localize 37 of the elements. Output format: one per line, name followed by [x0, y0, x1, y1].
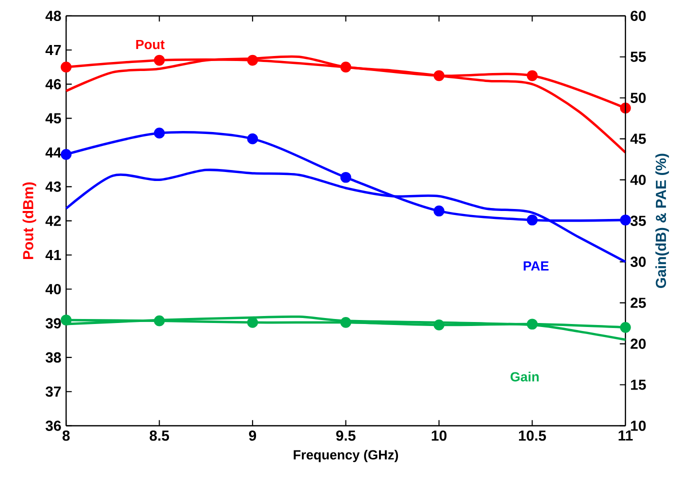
y-tick-label: 42 — [46, 216, 61, 226]
y-tick-label: 40 — [46, 284, 61, 294]
y2-tick-label: 60 — [630, 10, 646, 22]
y-tick-label: 38 — [46, 352, 61, 363]
y-tick-label: 39 — [46, 318, 61, 328]
y2-tick-label: 55 — [630, 52, 646, 62]
x-tick-label: 11 — [618, 430, 633, 440]
annotation: Gain — [510, 372, 539, 382]
y2-tick-label: 45 — [630, 134, 646, 144]
y2-tick-label: 50 — [630, 92, 646, 104]
x-tick-label: 8 — [62, 430, 70, 441]
x-axis-title: Frequency (GHz) — [294, 450, 398, 462]
annotation: PAE — [524, 261, 549, 270]
y-tick-label: 37 — [46, 386, 61, 397]
y-tick-label: 36 — [46, 420, 61, 431]
y2-tick-label: 30 — [630, 256, 646, 268]
y2-tick-label: 25 — [630, 298, 646, 308]
y2-tick-label: 15 — [631, 380, 646, 390]
annotation: Pout — [136, 40, 165, 50]
y-tick-label: 45 — [46, 113, 62, 124]
y2-tick-label: 35 — [630, 216, 646, 226]
y-tick-label: 44 — [46, 148, 62, 158]
y2-tick-label: 40 — [630, 174, 646, 186]
y-tick-label: 47 — [46, 45, 61, 56]
x-tick-label: 9 — [249, 430, 256, 441]
y-tick-label: 43 — [46, 182, 61, 192]
y-tick-label: 46 — [46, 79, 61, 90]
y2-tick-label: 20 — [630, 338, 646, 349]
y-tick-label: 48 — [46, 10, 61, 22]
x-tick-label: 9.5 — [336, 430, 356, 441]
x-tick-label: 10.5 — [518, 430, 546, 441]
y2-axis-title: Gain(dB) & PAE (%) — [655, 154, 669, 288]
y-axis-title: Pout (dBm) — [22, 182, 36, 260]
x-tick-label: 10 — [432, 430, 446, 441]
y-tick-label: 41 — [46, 250, 62, 260]
y2-tick-label: 10 — [631, 420, 646, 431]
x-tick-label: 8.5 — [150, 430, 170, 441]
